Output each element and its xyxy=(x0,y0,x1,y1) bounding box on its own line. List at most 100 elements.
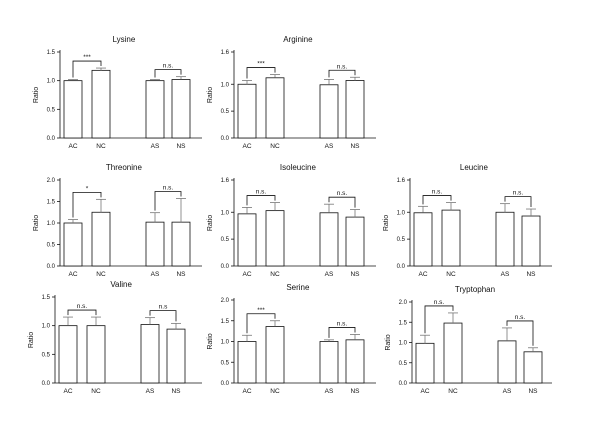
y-tick-label: 0.5 xyxy=(42,352,51,358)
bar-ns xyxy=(345,339,365,384)
y-tick-label: 1.6 xyxy=(397,178,406,184)
y-tick-label: 1.0 xyxy=(47,221,56,227)
bar-ns xyxy=(523,351,543,384)
significance-label: n.s. xyxy=(515,314,526,321)
significance-bracket xyxy=(154,69,182,78)
chart-title: Lysine xyxy=(112,35,135,44)
category-label: AC xyxy=(242,388,251,395)
significance-bracket xyxy=(154,191,182,211)
category-label: AS xyxy=(325,388,334,395)
y-tick-label: 1.0 xyxy=(221,340,230,346)
y-axis-label: Ratio xyxy=(383,215,390,231)
y-tick-label: 0.5 xyxy=(221,237,230,243)
chart-title: Leucine xyxy=(460,163,489,172)
chart-title: Arginine xyxy=(283,35,313,44)
y-axis-label: Ratio xyxy=(385,334,392,350)
bar-ns xyxy=(345,80,365,139)
y-tick-label: 0.5 xyxy=(399,361,408,367)
category-label: AS xyxy=(151,271,160,278)
bar-ac xyxy=(237,213,257,267)
y-tick-label: 0.0 xyxy=(47,264,56,270)
category-label: AC xyxy=(68,143,77,150)
y-tick-label: 0.0 xyxy=(399,381,408,387)
chart-panel-isoleucine: 0.0 0.5 1.0 1.6 Ratio Isoleucine AC NC AS NS n.s. n… xyxy=(207,163,376,278)
y-tick-label: 0.0 xyxy=(42,381,51,387)
significance-bracket xyxy=(504,196,532,208)
y-axis-label: Ratio xyxy=(33,87,40,103)
category-label: AS xyxy=(151,143,160,150)
significance-bracket xyxy=(149,310,177,322)
chart-title: Tryptophan xyxy=(455,285,495,294)
y-axis-label: Ratio xyxy=(33,215,40,231)
significance-label: * xyxy=(86,185,89,192)
significance-bracket xyxy=(72,60,102,78)
significance-label: n.s xyxy=(159,304,168,311)
significance-label: n.s. xyxy=(432,189,443,196)
y-tick-label: 0.5 xyxy=(221,360,230,366)
category-label: AC xyxy=(242,143,251,150)
chart-panel-arginine: 0.0 0.5 1.0 1.6 Ratio Arginine AC NC AS NS *** n.s. xyxy=(207,35,376,150)
y-tick-label: 0.5 xyxy=(221,109,230,115)
bar-ns xyxy=(345,216,365,267)
chart-title: Serine xyxy=(286,283,310,292)
category-label: NS xyxy=(528,388,538,395)
category-label: AS xyxy=(503,388,512,395)
category-label: AS xyxy=(325,143,334,150)
significance-label: n.s. xyxy=(337,63,348,70)
chart-title: Valine xyxy=(110,280,132,289)
y-tick-label: 2.0 xyxy=(221,298,230,304)
bar-nc xyxy=(86,325,106,384)
y-tick-label: 0.5 xyxy=(47,243,56,249)
category-label: NC xyxy=(96,271,106,278)
y-tick-label: 0.5 xyxy=(397,237,406,243)
significance-bracket xyxy=(67,309,97,316)
bar-ac xyxy=(63,222,83,267)
category-label: AC xyxy=(418,271,427,278)
significance-label: n.s. xyxy=(163,63,174,70)
y-axis-label: Ratio xyxy=(207,215,214,231)
chart-panel-leucine: 0.0 0.5 1.0 1.6 Ratio Leucine AC NC AS NS n.s. n.s. xyxy=(383,163,552,278)
bar-ac xyxy=(413,212,433,267)
y-axis-label: Ratio xyxy=(28,332,35,348)
y-tick-label: 0.0 xyxy=(47,136,56,142)
y-tick-label: 1.5 xyxy=(47,200,56,206)
chart-panel-lysine: 0.0 0.5 1.0 1.5 Ratio Lysine AC NC AS NS *** n.s. xyxy=(33,35,202,150)
category-label: NC xyxy=(446,271,456,278)
chart-title: Isoleucine xyxy=(280,163,317,172)
bar-as xyxy=(497,340,517,384)
bar-nc xyxy=(441,209,461,267)
significance-bracket xyxy=(246,313,276,334)
y-tick-label: 0.0 xyxy=(221,136,230,142)
chart-panel-threonine: 0.0 0.5 1.0 1.5 2.0 Ratio Threonine AC NC AS NS * n.… xyxy=(33,163,202,278)
y-axis-label: Ratio xyxy=(207,333,214,349)
significance-bracket xyxy=(328,196,356,208)
significance-bracket xyxy=(246,67,276,79)
significance-label: n.s. xyxy=(513,190,524,197)
significance-bracket xyxy=(506,320,534,346)
significance-label: *** xyxy=(257,61,265,68)
bar-ns xyxy=(171,221,191,267)
category-label: NC xyxy=(270,388,280,395)
category-label: AS xyxy=(325,271,334,278)
bar-ns xyxy=(521,215,541,267)
y-tick-label: 2.0 xyxy=(47,178,56,184)
bar-nc xyxy=(443,322,463,384)
chart-panel-tryptophan: 0.0 0.5 1.0 1.5 2.0 Ratio Tryptophan AC NC AS NS n.… xyxy=(385,285,552,395)
category-label: NC xyxy=(448,388,458,395)
y-tick-label: 0.5 xyxy=(47,107,56,113)
y-tick-label: 1.6 xyxy=(221,50,230,56)
chart-panel-serine: 0.0 0.5 1.0 1.5 2.0 Ratio Serine AC NC AS NS *** n.s… xyxy=(207,283,376,395)
y-tick-label: 1.0 xyxy=(42,324,51,330)
bar-nc xyxy=(265,326,285,384)
y-axis-label: Ratio xyxy=(207,87,214,103)
category-label: AS xyxy=(146,388,155,395)
significance-bracket xyxy=(328,327,356,338)
bar-nc xyxy=(91,211,111,267)
category-label: NS xyxy=(350,143,360,150)
bar-nc xyxy=(91,69,111,139)
y-tick-label: 1.0 xyxy=(399,341,408,347)
y-tick-label: 1.5 xyxy=(42,295,51,301)
category-label: NS xyxy=(350,388,360,395)
bar-nc xyxy=(265,210,285,267)
